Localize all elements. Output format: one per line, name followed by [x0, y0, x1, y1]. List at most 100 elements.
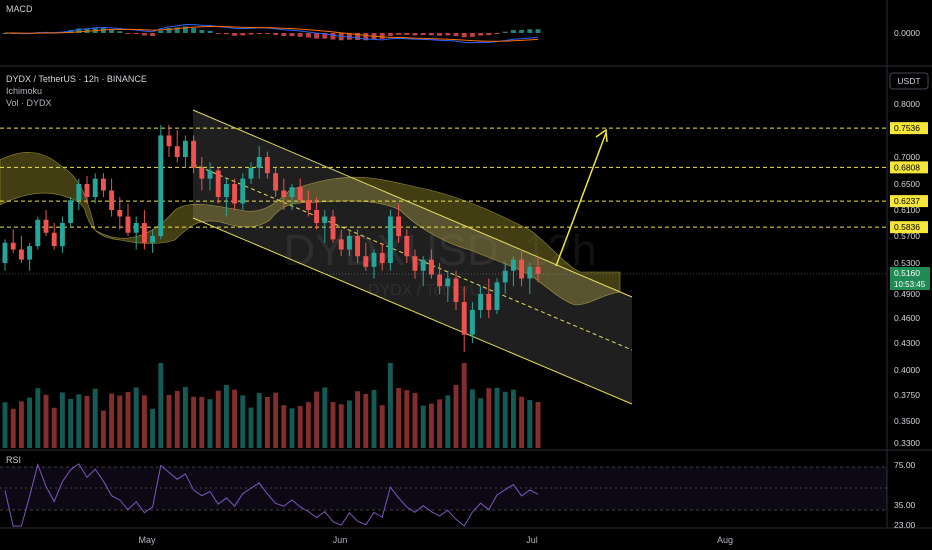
candle-body-0 [2, 242, 8, 263]
candle-body-7 [59, 223, 65, 247]
volume-bar-4 [35, 388, 41, 448]
volume-bar-32 [264, 397, 270, 448]
volume-bar-54 [445, 395, 451, 448]
currency-button[interactable]: USDT [889, 72, 929, 90]
volume-bar-45 [371, 390, 377, 448]
volume-bar-44 [363, 393, 369, 448]
grid [0, 0, 932, 529]
volume-bar-31 [256, 392, 262, 448]
horizontal-levels [0, 127, 887, 228]
macd-hist-53 [437, 33, 443, 36]
candle-body-13 [109, 190, 115, 210]
volume-bar-29 [240, 395, 246, 448]
candle-body-65 [535, 266, 541, 274]
volume-bar-13 [109, 393, 115, 448]
macd-hist-64 [527, 29, 533, 33]
currency-button-label[interactable]: USDT [897, 76, 920, 86]
candle-body-23 [191, 140, 197, 168]
volume-bar-24 [199, 396, 205, 448]
macd-hist-43 [355, 33, 361, 40]
macd-hist-15 [125, 33, 131, 34]
volume-bar-40 [330, 402, 336, 448]
volume-bar-36 [297, 405, 303, 448]
macd-hist-62 [510, 30, 516, 33]
candle-body-15 [125, 216, 131, 233]
candle-body-22 [182, 140, 188, 157]
volume-bar-15 [125, 392, 131, 448]
volume-bar-58 [478, 398, 484, 448]
candle-body-53 [437, 274, 443, 287]
macd-hist-57 [469, 33, 475, 37]
price-tick-12: 0.3500 [894, 416, 920, 426]
macd-hist-30 [248, 33, 254, 35]
volume-legend[interactable]: Vol · DYDX [6, 98, 52, 108]
candle-body-57 [469, 310, 475, 335]
candle-body-14 [117, 210, 123, 217]
volume-bar-65 [535, 402, 541, 448]
rsi-line [4, 462, 539, 527]
ichimoku-legend[interactable]: Ichimoku [6, 86, 42, 96]
price-tick-10: 0.4000 [894, 365, 920, 375]
level-label-1: 0.6808 [894, 162, 920, 172]
macd-hist-18 [150, 33, 156, 37]
volume-bar-7 [59, 392, 65, 448]
price-tick-7: 0.4900 [894, 289, 920, 299]
candle-body-52 [428, 259, 434, 275]
volume-bar-39 [322, 387, 328, 448]
candle-body-64 [527, 266, 533, 279]
macd-line [4, 24, 539, 44]
candle-body-6 [51, 232, 57, 247]
candle-body-39 [322, 216, 328, 223]
candle-body-37 [305, 200, 311, 210]
macd-hist-34 [281, 33, 287, 37]
candle-body-49 [404, 236, 410, 257]
volume-bar-23 [191, 396, 197, 448]
candle-body-59 [486, 294, 492, 310]
volume-bar-43 [355, 391, 361, 448]
volume-bar-37 [305, 402, 311, 448]
macd-hist-16 [133, 33, 139, 35]
candle-body-63 [519, 259, 525, 279]
macd-hist-35 [289, 33, 295, 37]
candle-body-19 [158, 135, 164, 236]
volume-bar-6 [51, 407, 57, 448]
watermark-description: DYDX / TetherUS [368, 282, 492, 299]
volume-bar-52 [428, 403, 434, 448]
level-label-bg-1 [890, 161, 928, 174]
volume-bar-20 [166, 394, 172, 448]
price-tick-13: 0.3300 [894, 438, 920, 448]
macd-hist-40 [330, 33, 336, 40]
candle-body-54 [445, 278, 451, 287]
candle-body-55 [453, 278, 459, 302]
candle-body-61 [502, 270, 508, 283]
candle-body-42 [346, 236, 352, 250]
macd-hist-37 [305, 33, 311, 38]
macd-hist-49 [404, 33, 410, 35]
volume-bar-17 [141, 395, 147, 448]
candle-body-33 [273, 173, 279, 191]
candle-body-12 [100, 178, 106, 191]
candle-body-24 [199, 167, 205, 179]
symbol-title[interactable]: DYDX / TetherUS · 12h · BINANCE [6, 74, 147, 84]
macd-hist-63 [519, 29, 525, 33]
candle-body-16 [133, 223, 139, 233]
price-tick-6: 0.5300 [894, 258, 920, 268]
volume-bar-33 [273, 392, 279, 448]
level-label-bg-3 [890, 221, 928, 234]
volume-bar-53 [437, 399, 443, 448]
month-may: May [138, 535, 156, 545]
price-tick-0: 0.8000 [894, 99, 920, 109]
level-label-3: 0.5836 [894, 222, 920, 232]
level-label-bg-0 [890, 122, 928, 135]
level-label-bg-2 [890, 195, 928, 208]
macd-hist-54 [445, 33, 451, 36]
macd-hist-58 [478, 33, 484, 36]
macd-hist-50 [412, 33, 418, 36]
volume-bar-63 [519, 396, 525, 448]
macd-signal-line [4, 25, 539, 42]
price-tick-5: 0.5700 [894, 231, 920, 241]
macd-hist-65 [535, 29, 541, 33]
price-tick-9: 0.4300 [894, 338, 920, 348]
rsi-tick-35: 35.00 [894, 500, 916, 510]
